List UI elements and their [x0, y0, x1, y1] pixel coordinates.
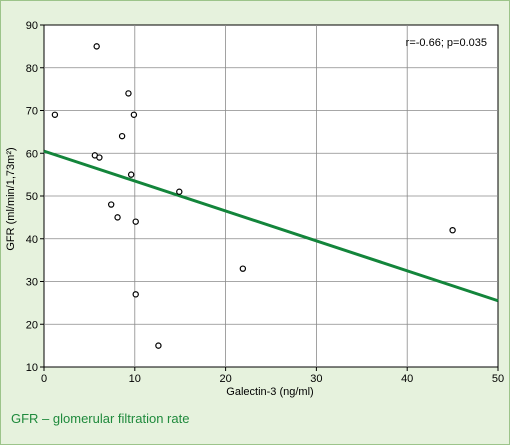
x-axis-label: Galectin-3 (ng/ml): [226, 386, 313, 398]
data-point: [107, 201, 115, 208]
data-point: [118, 132, 126, 140]
data-point: [51, 111, 59, 118]
x-tick-label: 40: [401, 373, 413, 385]
y-tick-label: 10: [26, 362, 38, 374]
correlation-annotation: r=-0.66; p=0.035: [406, 37, 487, 49]
y-tick-label: 30: [26, 277, 38, 289]
data-point: [130, 111, 138, 118]
data-points: [51, 43, 456, 349]
x-axis-ticks: 0 10 20 30 40 50: [41, 367, 504, 385]
y-axis-ticks: 10 20 30 40 50 60 70 80 90: [26, 20, 44, 374]
data-point: [114, 214, 121, 221]
data-point: [127, 171, 135, 178]
data-point: [132, 291, 139, 298]
data-point: [449, 226, 456, 234]
y-tick-label: 20: [26, 319, 38, 331]
data-point: [93, 43, 100, 50]
y-tick-label: 90: [26, 20, 38, 32]
y-tick-label: 50: [26, 191, 38, 203]
x-tick-label: 0: [41, 373, 47, 385]
y-tick-label: 70: [26, 106, 38, 118]
regression-line: [43, 149, 499, 303]
data-point: [132, 218, 139, 225]
trend-line-group: [43, 149, 499, 303]
x-tick-label: 50: [492, 373, 504, 385]
x-tick-label: 10: [129, 373, 141, 385]
data-point: [239, 265, 247, 272]
x-tick-label: 20: [219, 373, 231, 385]
data-point: [96, 154, 103, 161]
y-axis-label: GFR (ml/min/1,73m²): [5, 147, 17, 250]
y-tick-label: 40: [26, 234, 38, 246]
figure-caption: GFR – glomerular filtration rate: [11, 411, 190, 426]
data-point: [176, 188, 183, 195]
grid: [44, 25, 498, 367]
data-point: [155, 342, 162, 349]
x-tick-label: 30: [310, 373, 322, 385]
data-point: [125, 90, 132, 97]
y-tick-label: 80: [26, 63, 38, 75]
y-tick-label: 60: [26, 148, 38, 160]
